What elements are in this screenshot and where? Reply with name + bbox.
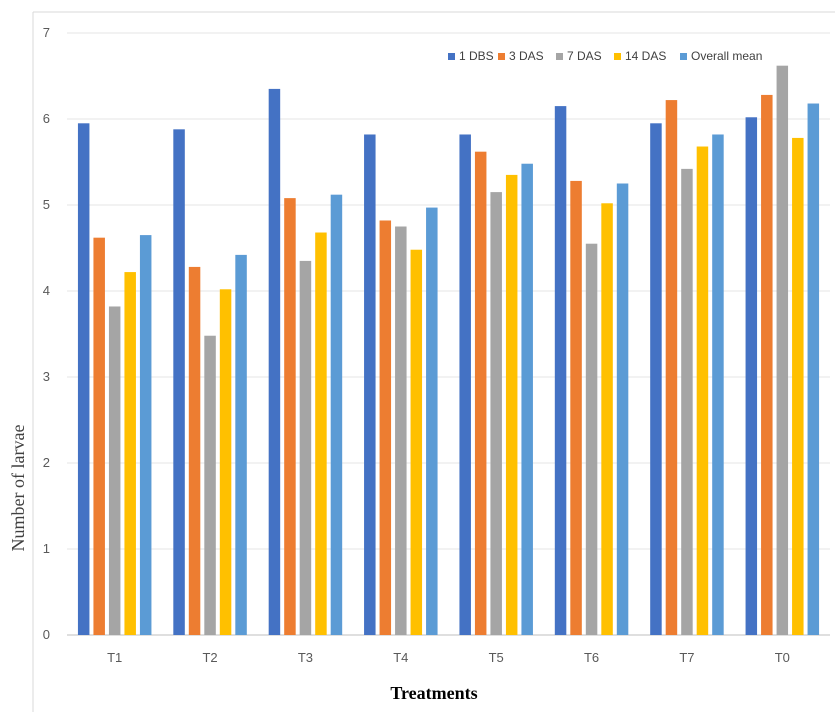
bar-T6-7-das [585,243,598,635]
legend-label: 14 DAS [625,49,666,63]
legend-label: 7 DAS [567,49,602,63]
bar-T1-14-das [124,272,136,635]
x-axis-ticks: T1 T2 T3 T4 T5 T6 T7 T0 [107,650,790,665]
bars [77,65,820,636]
legend-swatch [614,53,621,60]
bar-T0-overall-mean [807,103,820,635]
bar-T0-3-das [761,94,773,636]
bar-T1-1-dbs [77,123,90,636]
x-tick-label: T1 [107,650,122,665]
y-tick-label: 7 [43,25,50,40]
bar-T7-1-dbs [650,123,662,636]
bar-T1-7-das [108,306,121,635]
bar-T4-7-das [395,226,407,635]
bar-T3-1-dbs [268,88,281,635]
bar-T4-3-das [379,220,392,636]
bar-T4-14-das [410,249,423,635]
legend-label: Overall mean [691,49,762,63]
bar-T6-overall-mean [616,183,629,635]
y-axis-ticks: 0 1 2 3 4 5 6 7 [43,25,50,642]
bar-T4-overall-mean [426,207,438,635]
y-axis-title: Number of larvae [8,425,28,552]
bar-T3-overall-mean [330,194,343,635]
x-tick-label: T6 [584,650,599,665]
bar-T5-7-das [490,192,502,635]
legend-swatch [498,53,505,60]
bar-T5-3-das [474,151,487,635]
legend: 1 DBS 3 DAS 7 DAS 14 DAS Overall mean [448,49,762,63]
bar-T0-7-das [776,65,789,636]
bar-T7-7-das [681,168,693,635]
bar-T3-3-das [284,198,296,635]
x-tick-label: T5 [489,650,504,665]
bar-T2-7-das [204,335,216,635]
bar-T2-overall-mean [235,254,247,635]
y-tick-label: 0 [43,627,50,642]
y-tick-label: 6 [43,111,50,126]
bar-T7-14-das [696,146,709,635]
legend-label: 1 DBS [459,49,494,63]
bar-T2-14-das [219,289,232,635]
bar-T7-3-das [665,100,678,635]
bar-T6-3-das [570,180,582,636]
bar-T5-14-das [505,174,518,635]
y-tick-label: 1 [43,541,50,556]
y-tick-label: 3 [43,369,50,384]
legend-swatch [448,53,455,60]
bar-T3-14-das [315,232,327,635]
x-axis-title: Treatments [390,683,477,703]
x-tick-label: T0 [775,650,790,665]
bar-T0-1-dbs [745,117,758,635]
bar-T6-1-dbs [554,106,567,636]
bar-T1-overall-mean [139,235,152,635]
y-tick-label: 5 [43,197,50,212]
y-tick-label: 2 [43,455,50,470]
bar-T5-1-dbs [459,134,471,636]
legend-swatch [556,53,563,60]
bar-T0-14-das [792,137,804,636]
bar-T2-3-das [188,266,201,635]
x-tick-label: T3 [298,650,313,665]
bar-T4-1-dbs [364,134,376,636]
bar-T5-overall-mean [521,163,533,635]
y-tick-label: 4 [43,283,50,298]
bar-T3-7-das [299,260,312,635]
bar-T6-14-das [601,203,613,635]
x-tick-label: T2 [202,650,217,665]
legend-swatch [680,53,687,60]
legend-label: 3 DAS [509,49,544,63]
x-tick-label: T7 [679,650,694,665]
bar-T7-overall-mean [712,134,724,636]
bar-T2-1-dbs [173,129,185,635]
x-tick-label: T4 [393,650,408,665]
bar-T1-3-das [93,237,105,635]
